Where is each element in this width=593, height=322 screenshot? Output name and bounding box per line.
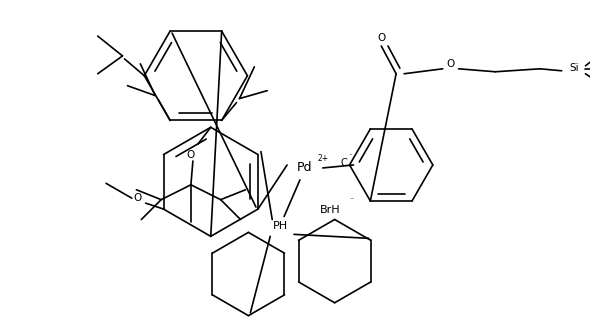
Text: O: O [377,33,385,43]
Text: ⁻: ⁻ [349,153,352,159]
Text: O: O [133,193,142,203]
Text: Si: Si [570,63,579,73]
Text: BrH: BrH [320,204,340,214]
Text: ⁻: ⁻ [349,195,353,204]
Text: O: O [187,150,195,160]
Text: O: O [447,59,455,69]
Text: PH: PH [273,222,288,232]
Text: Pd: Pd [297,161,313,175]
Text: C: C [340,158,347,168]
Text: 2+: 2+ [317,154,329,163]
